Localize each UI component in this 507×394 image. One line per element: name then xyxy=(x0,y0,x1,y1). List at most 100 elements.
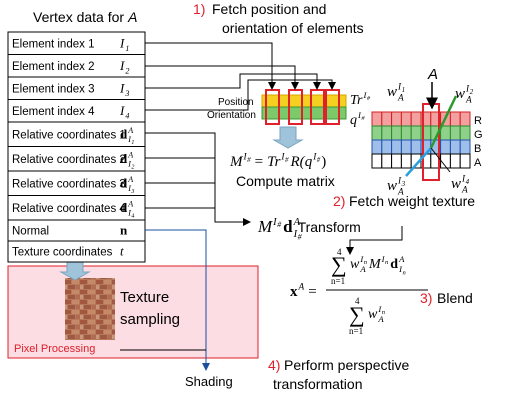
channel-label: R xyxy=(474,115,482,127)
channel-label: A xyxy=(474,157,482,169)
subscript: 2 xyxy=(131,165,134,171)
superscript: # xyxy=(247,156,251,164)
label: R( xyxy=(290,154,306,170)
math-symbol: n xyxy=(120,223,128,238)
superscript: # xyxy=(317,156,321,164)
channel-label: B xyxy=(474,143,481,155)
texel xyxy=(382,140,392,154)
label: Perform perspective xyxy=(284,357,409,373)
texel xyxy=(411,140,421,154)
texel xyxy=(372,126,382,140)
math-symbol: d xyxy=(120,200,128,215)
position-row xyxy=(262,95,346,107)
texel xyxy=(411,126,421,140)
orientation-row xyxy=(262,107,346,119)
label: transformation xyxy=(273,376,362,392)
math-symbol: w xyxy=(455,86,465,102)
math-symbol: d xyxy=(120,175,128,190)
superscript: A xyxy=(127,126,133,135)
math-symbol: M xyxy=(368,257,382,272)
label: n=1 xyxy=(349,326,363,336)
math-symbol: x xyxy=(290,284,298,300)
texel xyxy=(382,126,392,140)
texel xyxy=(401,140,411,154)
math-symbol: d xyxy=(120,151,128,166)
connector xyxy=(145,74,317,89)
superscript: n xyxy=(385,259,388,266)
flow-arrow xyxy=(274,127,302,148)
texel xyxy=(372,112,382,126)
math-symbol: I xyxy=(119,103,125,118)
diagram: Pixel ProcessingTexturesamplingVertex da… xyxy=(0,0,507,394)
math-symbol: M xyxy=(257,217,273,236)
texel xyxy=(382,154,392,168)
subscript: A xyxy=(397,94,404,104)
superscript: # xyxy=(361,115,365,122)
label: n=1 xyxy=(331,276,345,286)
math-symbol: d xyxy=(283,217,293,236)
subscript: 1 xyxy=(131,140,134,146)
superscript: A xyxy=(398,254,405,264)
math-symbol: I xyxy=(119,58,125,73)
math-symbol: Tr xyxy=(350,93,363,108)
brick-texture xyxy=(65,278,115,340)
texel xyxy=(450,126,460,140)
math-symbol: w xyxy=(387,84,397,100)
subscript: 4 xyxy=(125,112,129,121)
box-label: Pixel Processing xyxy=(14,343,95,355)
superscript: A xyxy=(127,150,133,159)
texel xyxy=(372,154,382,168)
texel xyxy=(401,112,411,126)
texel xyxy=(392,154,402,168)
label: ) xyxy=(321,154,326,170)
subscript: A xyxy=(465,96,472,106)
row-label: Relative coordinates 2 xyxy=(12,154,126,166)
math-symbol: I xyxy=(119,80,125,95)
label: Compute matrix xyxy=(236,173,335,189)
step-number: 3) xyxy=(420,290,432,306)
math-symbol: t xyxy=(120,244,124,259)
math-symbol: q xyxy=(350,113,357,128)
math-symbol: q xyxy=(305,154,313,170)
texel xyxy=(392,126,402,140)
table-title: A xyxy=(127,9,137,25)
label: Orientation xyxy=(207,110,256,121)
label: Texture xyxy=(120,289,169,306)
connector xyxy=(145,133,250,222)
texel xyxy=(460,112,470,126)
superscript: # xyxy=(367,95,371,102)
label: Shading xyxy=(185,374,233,389)
texel xyxy=(382,112,392,126)
subscript: 3 xyxy=(130,189,134,195)
texel xyxy=(401,126,411,140)
texel xyxy=(441,126,451,140)
math-symbol: d xyxy=(120,126,128,141)
label: orientation of elements xyxy=(222,20,364,36)
row-label: Relative coordinates 1 xyxy=(12,129,126,141)
label: = xyxy=(255,154,263,170)
superscript: A xyxy=(298,283,305,293)
subscript: 3 xyxy=(124,89,129,98)
row-label: Element index 4 xyxy=(12,106,95,118)
step-number: 2) xyxy=(333,193,345,209)
superscript: A xyxy=(127,199,133,208)
subscript: n xyxy=(402,269,405,276)
math-symbol: w xyxy=(387,178,397,194)
math-symbol: Tr xyxy=(267,154,281,170)
label: = xyxy=(308,284,316,300)
step-number: 4) xyxy=(268,357,280,373)
texel xyxy=(392,140,402,154)
row-label: Element index 1 xyxy=(12,38,94,50)
vertex-marker: A xyxy=(427,66,438,83)
subscript: A xyxy=(377,314,384,324)
superscript: # xyxy=(277,220,282,229)
label: 4 xyxy=(355,296,360,306)
subscript: 2 xyxy=(125,67,129,76)
texel xyxy=(450,154,460,168)
texel xyxy=(460,140,470,154)
subscript: 1 xyxy=(125,44,129,53)
texel xyxy=(372,140,382,154)
texel xyxy=(460,126,470,140)
math-symbol: I xyxy=(119,35,125,50)
row-label: Relative coordinates 4 xyxy=(12,203,126,215)
